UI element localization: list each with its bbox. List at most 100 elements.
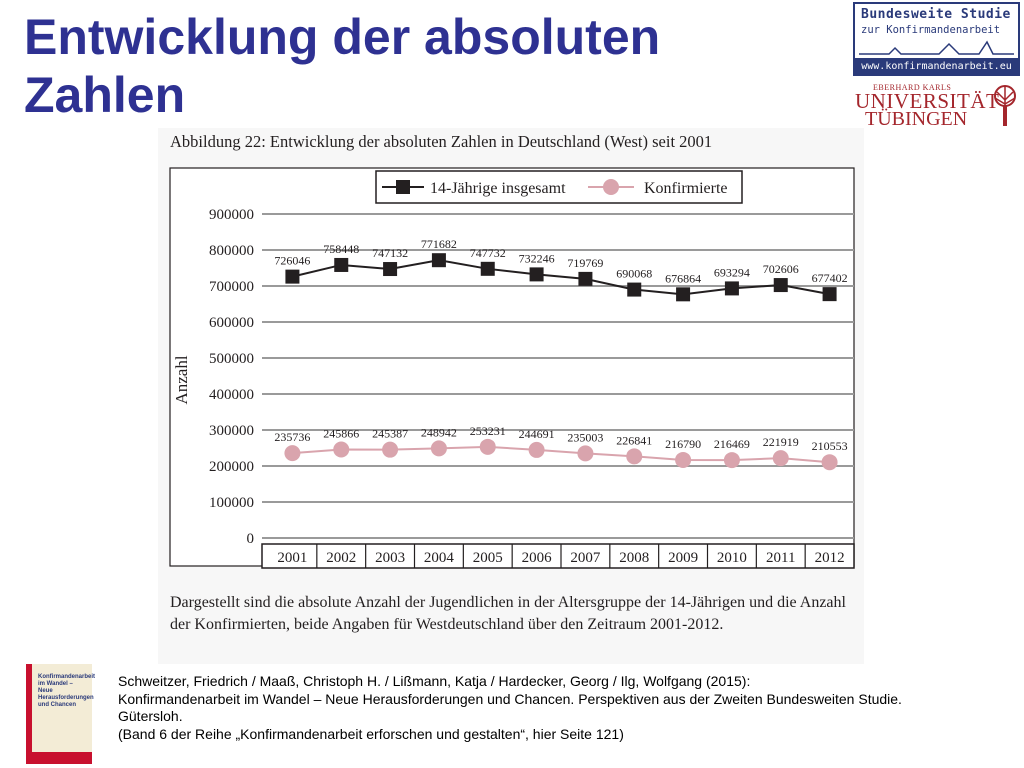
- citation-line3: Gütersloh.: [118, 708, 183, 724]
- series-line-1: [292, 259, 830, 296]
- logo-uni-line3: TÜBINGEN: [865, 108, 968, 130]
- data-label: 226841: [616, 433, 652, 447]
- data-label: 676864: [665, 271, 701, 285]
- figure-description: Dargestellt sind die absolute Anzahl der…: [170, 594, 846, 633]
- data-point: [430, 440, 447, 457]
- data-point: [675, 451, 692, 468]
- data-point: [577, 445, 594, 462]
- figure-caption: Abbildung 22: Entwicklung der absoluten …: [170, 132, 713, 151]
- logo-bws-line1: Bundesweite Studie: [861, 7, 1011, 22]
- book-cover-title: Konfirmandenarbeit im Wandel – Neue Hera…: [38, 674, 96, 708]
- citation-line2: Konfirmandenarbeit im Wandel – Neue Hera…: [118, 690, 902, 707]
- line-chart: 0 100000 200000 300000 400000 500000 600000 700…: [169, 167, 855, 569]
- slide-title-line2: Zahlen: [24, 67, 186, 123]
- data-point: [333, 441, 350, 458]
- x-tick-label: 2004: [424, 550, 455, 566]
- x-tick-label: 2003: [375, 550, 405, 566]
- data-point: [821, 454, 838, 471]
- y-tick-label: 300000: [209, 423, 254, 439]
- data-label: 216469: [714, 437, 750, 451]
- data-point: [772, 450, 789, 467]
- data-label: 221919: [763, 435, 799, 449]
- x-tick-label: 2010: [717, 550, 747, 566]
- x-tick-label: 2011: [766, 550, 795, 566]
- data-label: 726046: [274, 254, 310, 268]
- data-label: 245387: [372, 427, 408, 441]
- y-tick-label: 0: [247, 531, 255, 547]
- y-tick-label: 600000: [209, 315, 254, 331]
- data-point: [529, 267, 544, 282]
- legend-label-series-2: Konfirmierte: [644, 180, 728, 197]
- y-tick-label: 900000: [209, 207, 254, 223]
- logo-uni-line1: EBERHARD KARLS: [873, 83, 952, 92]
- x-tick-label: 2005: [473, 550, 503, 566]
- data-label: 771682: [421, 237, 457, 251]
- citation-line4: (Band 6 der Reihe „Konfirmandenarbeit er…: [118, 725, 624, 742]
- citation: Schweitzer, Friedrich / Maaß, Christoph …: [118, 673, 1018, 743]
- y-tick-label: 100000: [209, 495, 254, 511]
- slide-title-line1: Entwicklung der absoluten: [24, 9, 661, 65]
- data-point: [431, 253, 446, 268]
- book-cover-band: [32, 752, 92, 764]
- x-tick-label: 2001: [277, 550, 307, 566]
- data-label: 719769: [567, 256, 603, 270]
- data-label: 216790: [665, 437, 701, 451]
- data-point: [480, 261, 495, 276]
- x-axis-band: [261, 543, 855, 569]
- x-tick-label: 2007: [570, 550, 601, 566]
- legend-label-series-1: 14-Jährige insgesamt: [430, 180, 566, 197]
- data-point: [479, 438, 496, 455]
- chart-frame: [169, 167, 855, 567]
- data-point: [626, 448, 643, 465]
- y-tick-label: 800000: [209, 243, 254, 259]
- data-label: 747132: [372, 246, 408, 260]
- data-label: 732246: [519, 251, 555, 265]
- chart-figure: Abbildung 22: Entwicklung der absoluten …: [158, 128, 864, 664]
- x-tick-label: 2006: [522, 550, 553, 566]
- y-tick-label: 700000: [209, 279, 254, 295]
- data-point: [284, 445, 301, 462]
- logo-bws-line2: zur Konfirmandenarbeit: [861, 24, 1001, 36]
- data-point: [822, 287, 837, 302]
- data-label: 248942: [421, 425, 457, 439]
- data-label: 244691: [519, 427, 555, 441]
- data-point: [724, 281, 739, 296]
- legend-marker-series-2: [603, 179, 619, 195]
- x-tick-label: 2008: [619, 550, 649, 566]
- data-label: 690068: [616, 267, 652, 281]
- data-point: [676, 287, 691, 302]
- data-label: 702606: [763, 262, 799, 276]
- y-tick-label: 400000: [209, 387, 254, 403]
- book-cover-image: Konfirmandenarbeit im Wandel – Neue Hera…: [26, 664, 96, 764]
- data-point: [773, 278, 788, 293]
- x-tick-label: 2002: [326, 550, 356, 566]
- data-point: [383, 262, 398, 277]
- universitaet-tuebingen-logo: EBERHARD KARLS UNIVERSITÄT TÜBINGEN: [855, 83, 999, 130]
- data-label: 235003: [567, 430, 603, 444]
- x-tick-label: 2012: [815, 550, 845, 566]
- data-point: [382, 441, 399, 458]
- y-tick-label: 200000: [209, 459, 254, 475]
- data-label: 235736: [274, 430, 310, 444]
- y-axis-label: Anzahl: [172, 355, 191, 404]
- legend-box: [375, 170, 743, 204]
- logo-bws-url: www.konfirmandenarbeit.eu: [861, 61, 1012, 72]
- data-point: [285, 269, 300, 284]
- palm-tree-icon: [994, 85, 1016, 126]
- data-label: 210553: [812, 439, 848, 453]
- logo-bws-stripe: [855, 58, 1018, 74]
- slide-title: Entwicklung der absoluten Zahlen: [24, 8, 724, 124]
- data-point: [528, 441, 545, 458]
- data-label: 758448: [323, 242, 359, 256]
- data-point: [723, 452, 740, 469]
- data-label: 253231: [470, 424, 506, 438]
- logo-uni-line2: UNIVERSITÄT: [855, 89, 1000, 113]
- series-line-2: [292, 445, 830, 464]
- skyline-icon: [859, 40, 1014, 55]
- data-label: 245866: [323, 426, 359, 440]
- bundesweite-studie-logo: Bundesweite Studie zur Konfirmandenarbei…: [853, 2, 1020, 76]
- x-tick-label: 2009: [668, 550, 698, 566]
- data-label: 747732: [470, 246, 506, 260]
- data-point: [334, 257, 349, 272]
- y-tick-label: 500000: [209, 351, 254, 367]
